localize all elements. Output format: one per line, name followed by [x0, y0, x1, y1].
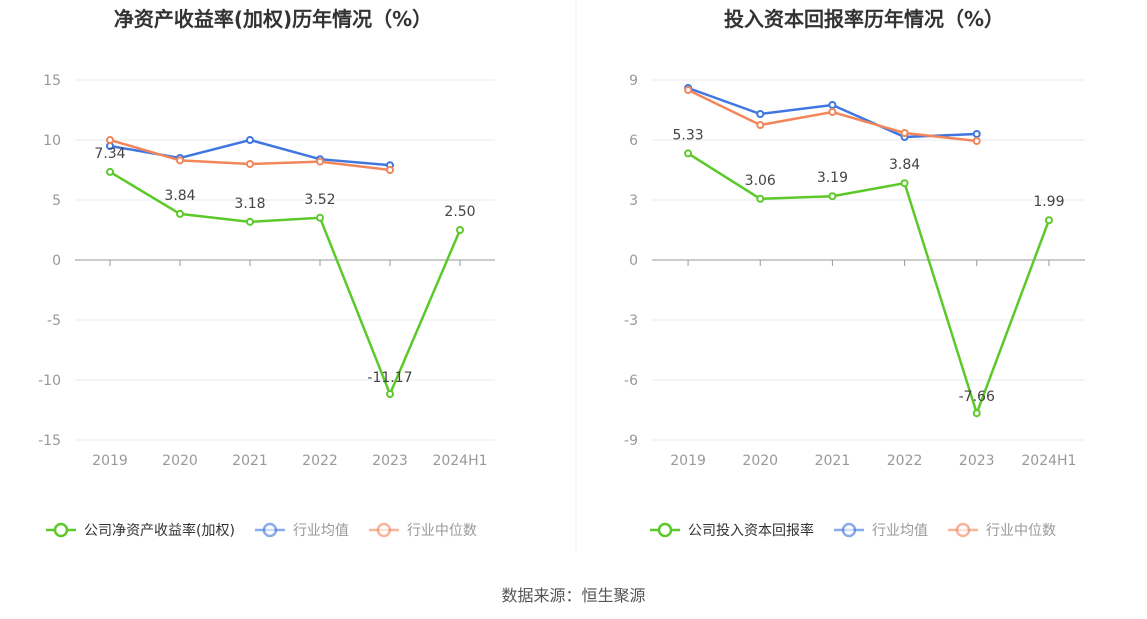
roe-y-tick-label: -5: [47, 313, 61, 329]
roe-x-tick-label: 2022: [302, 453, 338, 469]
roic-y-tick-label: -9: [624, 433, 638, 449]
roe-y-tick-label: 10: [43, 133, 61, 149]
roic-x-tick-label: 2019: [670, 453, 706, 469]
roic-point-company: [684, 149, 693, 158]
roe-legend-label-average: 行业均值: [293, 523, 349, 539]
roe-x-tick-label: 2024H1: [432, 453, 487, 469]
roic-legend-label-median: 行业中位数: [986, 523, 1056, 539]
roe-point-company: [176, 209, 184, 218]
roic-point-average: [828, 101, 837, 109]
roic-legend[interactable]: 公司投入资本回报率 行业均值 行业中位数: [650, 522, 1056, 539]
roe-axes: 15 10 5 0 -5 -10 -15 2019 2020 2021 2022 2023 2024H1: [38, 73, 495, 469]
roe-line-company: [109, 170, 462, 398]
roic-y-tick-label: -3: [624, 313, 638, 329]
roic-point-median: [900, 129, 909, 137]
roe-chart-title: 净资产收益率(加权)历年情况（%）: [114, 7, 432, 31]
roe-point-median: [176, 156, 184, 165]
roic-point-company: [1044, 216, 1053, 225]
roic-x-tick-label: 2024H1: [1021, 453, 1076, 469]
roe-data-label: 3.84: [164, 188, 195, 204]
roic-y-tick-label: 9: [629, 73, 638, 89]
roic-data-label: 3.06: [745, 173, 776, 189]
roe-x-tick-label: 2019: [92, 453, 128, 469]
roe-data-label: 2.50: [444, 204, 475, 220]
roe-legend-item-company[interactable]: 公司净资产收益率(加权): [46, 522, 235, 539]
roic-data-label: 5.33: [672, 127, 703, 143]
roic-legend-label-average: 行业均值: [872, 523, 928, 539]
roe-gridlines: [75, 79, 495, 441]
roic-legend-label-company: 公司投入资本回报率: [688, 522, 814, 539]
roic-line-company: [687, 152, 1051, 418]
roe-data-label: 7.34: [94, 146, 125, 162]
roe-x-tick-label: 2020: [162, 453, 198, 469]
roe-series: [106, 136, 464, 399]
roic-legend-item-median[interactable]: 行业中位数: [948, 522, 1056, 539]
roe-point-company: [456, 226, 464, 234]
roe-point-company: [246, 217, 254, 226]
roic-data-label: 1.99: [1033, 194, 1064, 210]
roe-point-median: [106, 136, 114, 144]
roe-legend-label-median: 行业中位数: [407, 523, 477, 539]
roe-point-company: [386, 390, 394, 399]
roic-data-labels: 5.33 3.06 3.19 3.84 -7.66 1.99: [672, 127, 1064, 405]
roic-legend-marker-average: [841, 522, 857, 538]
roe-point-company: [316, 213, 324, 222]
roic-chart-title: 投入资本回报率历年情况（%）: [724, 7, 1004, 31]
roic-axes: 9 6 3 0 -3 -6 -9 2019 2020 2021 2022 2023 2024H1: [624, 73, 1085, 469]
roic-y-tick-label: 3: [629, 193, 638, 209]
roe-legend-marker-median: [376, 522, 392, 538]
roe-data-labels: 7.34 3.84 3.18 3.52 -11.17 2.50: [94, 146, 475, 386]
roic-x-tick-label: 2020: [742, 453, 778, 469]
roe-y-tick-label: 5: [52, 193, 61, 209]
data-source-note: 数据来源：恒生聚源: [501, 586, 646, 605]
roic-point-median: [756, 121, 765, 129]
roe-legend-item-average[interactable]: 行业均值: [254, 522, 349, 539]
roe-legend-label-company: 公司净资产收益率(加权): [84, 522, 235, 539]
roe-x-tick-label: 2023: [372, 453, 408, 469]
roic-point-average: [972, 130, 981, 138]
roic-data-label: 3.19: [817, 170, 848, 186]
roe-point-median: [316, 157, 324, 166]
roic-legend-item-company[interactable]: 公司投入资本回报率: [650, 522, 814, 539]
roic-point-company: [900, 179, 909, 188]
roic-data-label: -7.66: [959, 389, 995, 405]
roic-x-tick-label: 2023: [959, 453, 995, 469]
roe-y-tick-label: -15: [38, 433, 61, 449]
roic-legend-marker-company: [657, 522, 673, 538]
roe-legend[interactable]: 公司净资产收益率(加权) 行业均值 行业中位数: [46, 522, 477, 539]
roe-legend-item-median[interactable]: 行业中位数: [368, 522, 477, 539]
roe-legend-marker-average: [262, 522, 278, 538]
roic-legend-item-average[interactable]: 行业均值: [834, 522, 928, 539]
roic-point-median: [828, 108, 837, 116]
roe-y-tick-label: -10: [38, 373, 61, 389]
roic-point-median: [684, 86, 693, 94]
roic-x-tick-label: 2022: [887, 453, 923, 469]
roe-data-label: 3.52: [304, 192, 335, 208]
roe-legend-marker-company: [53, 522, 69, 538]
roic-point-company: [972, 409, 981, 418]
roic-point-company: [828, 192, 837, 201]
roe-data-label: -11.17: [367, 370, 412, 386]
roic-chart: 投入资本回报率历年情况（%） 9 6 3 0 -3 -6 -9 2019 2020 2021 202…: [624, 7, 1085, 539]
roic-y-tick-label: 6: [629, 133, 638, 149]
roic-point-median: [972, 137, 981, 145]
roe-y-tick-label: 0: [52, 253, 61, 269]
roe-y-tick-label: 15: [43, 73, 61, 89]
roic-y-tick-label: -6: [624, 373, 638, 389]
roe-data-label: 3.18: [234, 196, 265, 212]
roic-point-company: [756, 194, 765, 203]
roic-data-label: 3.84: [889, 157, 920, 173]
roe-chart: 净资产收益率(加权)历年情况（%） 15 10 5 0 -5 -10 -15 2019 2020…: [38, 7, 495, 539]
roic-y-tick-label: 0: [629, 253, 638, 269]
roic-series: [684, 84, 1053, 418]
roic-legend-marker-median: [955, 522, 971, 538]
roe-point-median: [246, 160, 254, 168]
roe-point-company: [106, 167, 114, 176]
roic-point-average: [756, 110, 765, 118]
roic-x-tick-label: 2021: [815, 453, 851, 469]
roe-point-average: [246, 136, 254, 144]
roe-point-median: [386, 166, 394, 174]
roe-x-tick-label: 2021: [232, 453, 268, 469]
